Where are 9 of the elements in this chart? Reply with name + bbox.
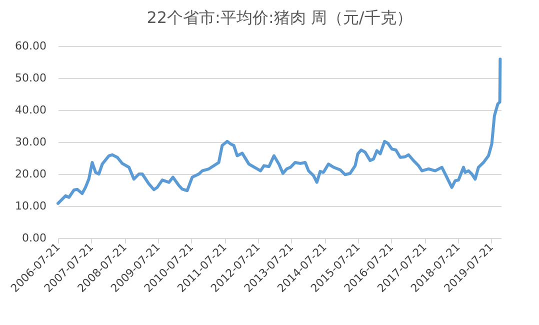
- line-series: [56, 58, 502, 205]
- y-tick-label: 0.00: [22, 232, 46, 244]
- y-tick-label: 40.00: [15, 104, 46, 116]
- chart-title: 22个省市:平均价:猪肉 周（元/千克）: [146, 8, 412, 27]
- y-tick-label: 10.00: [15, 200, 46, 212]
- y-tick-label: 20.00: [15, 168, 46, 180]
- y-tick-label: 30.00: [15, 136, 46, 148]
- y-tick-label: 60.00: [15, 40, 46, 52]
- y-tick-label: 50.00: [15, 72, 46, 84]
